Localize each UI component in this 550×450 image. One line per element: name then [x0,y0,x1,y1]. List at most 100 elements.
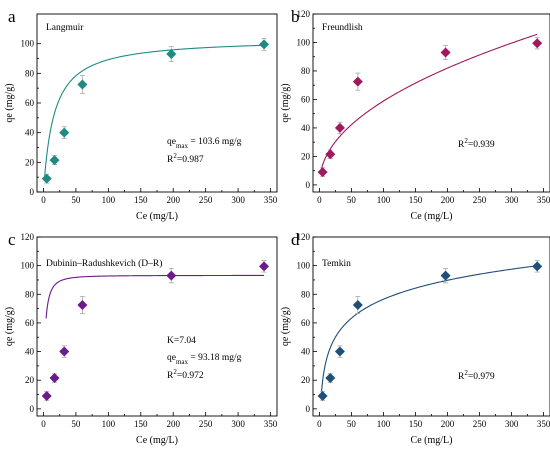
x-tick-label: 50 [71,195,81,205]
annotation: R2=0.939 [458,137,495,150]
y-tick-label: 0 [306,180,311,190]
fit-curve [43,44,265,179]
data-point [440,47,451,58]
data-point [352,300,363,311]
y-tick-label: 120 [21,232,35,242]
y-tick-label: 80 [301,66,311,76]
data-point [259,39,270,50]
data-point [49,373,60,384]
y-tick-label: 20 [25,375,35,385]
panel-label: c [8,230,16,249]
x-tick-label: 0 [317,195,322,205]
y-tick-label: 0 [30,187,35,197]
x-tick-label: 300 [505,195,519,205]
fit-curve [45,274,265,319]
x-tick-label: 350 [537,419,550,429]
panel-label: a [8,7,16,26]
data-point [77,300,88,311]
x-tick-label: 300 [505,419,519,429]
y-tick-label: 60 [25,318,35,328]
y-axis-label: qe (mg/g) [280,83,291,122]
x-tick-label: 200 [441,419,455,429]
y-tick-label: 80 [25,289,35,299]
data-point [41,173,52,184]
y-tick-label: 80 [25,68,35,78]
x-tick-label: 300 [231,195,245,205]
fit-curve [319,33,538,174]
y-tick-label: 60 [25,98,35,108]
x-tick-label: 100 [377,195,391,205]
y-tick-label: 120 [297,232,311,242]
y-tick-label: 40 [301,347,311,357]
x-tick-label: 150 [409,419,423,429]
plot-frame [312,13,550,193]
y-tick-label: 40 [25,128,35,138]
annotation: qemax = 103.6 mg/g [167,137,242,150]
x-tick-label: 300 [231,419,245,429]
x-tick-label: 200 [166,419,180,429]
data-point [325,373,336,384]
data-point [166,270,177,281]
y-tick-label: 80 [301,289,311,299]
x-tick-label: 250 [473,419,487,429]
y-tick-label: 100 [21,39,35,49]
x-tick-label: 50 [347,419,357,429]
x-axis-label: Ce (mg/L) [411,435,453,446]
x-tick-label: 200 [166,195,180,205]
x-tick-label: 50 [347,195,357,205]
x-tick-label: 0 [41,195,46,205]
y-tick-label: 100 [21,261,35,271]
y-tick-label: 20 [25,157,35,167]
chart-panel-b: b Freundlish 0 50 100 150 200 250 300 350 0 20 40 60 8… [280,7,550,222]
data-point [532,38,543,49]
x-tick-label: 250 [199,419,213,429]
x-tick-label: 100 [102,419,116,429]
x-axis-label: Ce (mg/L) [411,211,453,222]
y-tick-label: 120 [297,9,311,19]
data-point [352,76,363,87]
panel-label: d [291,230,300,249]
data-point [41,390,52,401]
y-tick-label: 20 [301,375,311,385]
data-point [259,261,270,272]
chart-title: Temkin [322,259,351,269]
y-tick-label: 60 [301,318,311,328]
data-point [325,149,336,160]
y-tick-label: 0 [306,404,311,414]
annotation: qemax = 93.18 mg/g [167,353,242,366]
data-point [440,270,451,281]
y-axis-label: qe (mg/g) [4,83,15,122]
data-point [59,346,70,357]
x-tick-label: 350 [264,419,278,429]
y-tick-label: 0 [30,404,35,414]
y-axis-label: qe (mg/g) [4,307,15,346]
x-axis-label: Ce (mg/L) [136,435,178,446]
panel-label: b [291,7,300,26]
chart-panel-a: a Langmuir 0 50 100 150 200 250 300 350 0 20 40 60 80 1… [4,7,278,222]
x-tick-label: 350 [537,195,550,205]
x-tick-label: 200 [441,195,455,205]
x-tick-label: 100 [377,419,391,429]
data-point [317,390,328,401]
chart-panel-d: d Temkin 0 50 100 150 200 250 300 350 0 20 40 60 80 100… [280,230,550,446]
annotation: R2=0.972 [167,368,204,381]
annotation: R2=0.979 [458,369,495,382]
x-tick-label: 150 [134,419,148,429]
data-point [334,346,345,357]
plot-frame [36,13,278,193]
y-axis-label: qe (mg/g) [280,307,291,346]
x-tick-label: 0 [317,419,322,429]
y-tick-label: 100 [297,37,311,47]
x-tick-label: 0 [41,419,46,429]
y-tick-label: 40 [301,123,311,133]
data-point [317,167,328,178]
data-point [334,122,345,133]
y-tick-label: 100 [297,261,311,271]
fit-curve [320,265,538,394]
y-tick-label: 40 [25,347,35,357]
data-point [49,155,60,166]
x-tick-label: 50 [71,419,81,429]
x-axis-label: Ce (mg/L) [136,211,178,222]
